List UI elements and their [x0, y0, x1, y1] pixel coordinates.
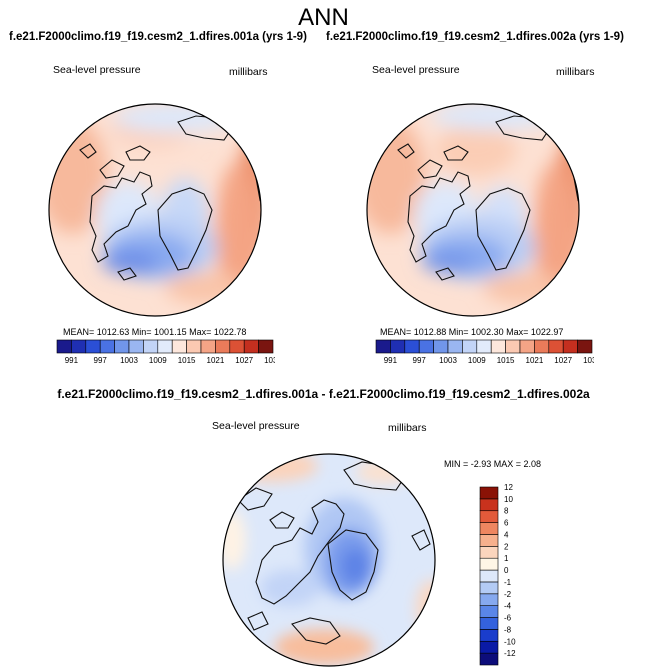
colorbar-left-tick-label: 1027	[235, 356, 253, 365]
colorbar-left-tick-label: 1003	[120, 356, 138, 365]
colorbar-right-tick-label: 1009	[468, 356, 486, 365]
colorbar-difference-tick-label: 4	[504, 530, 509, 539]
colorbar-left-swatch	[128, 339, 144, 354]
colorbar-left-swatch	[143, 339, 159, 354]
colorbar-right-swatch	[462, 339, 478, 354]
colorbar-difference-swatch	[479, 498, 499, 512]
colorbar-right-swatch	[505, 339, 521, 354]
colorbar-left-swatch	[114, 339, 130, 354]
units-label-diff: millibars	[388, 422, 427, 434]
colorbar-right-swatch	[418, 339, 434, 354]
colorbar-difference-tick-label: -4	[504, 602, 512, 611]
variable-label-right: Sea-level pressure	[372, 64, 460, 76]
colorbar-right-swatch	[534, 339, 550, 354]
colorbar-difference-tick-label: -2	[504, 590, 512, 599]
colorbar-left-swatch	[85, 339, 101, 354]
colorbar-difference-tick-label: -6	[504, 614, 512, 623]
colorbar-right-swatch	[519, 339, 535, 354]
colorbar-right-swatch	[490, 339, 506, 354]
colorbar-difference-swatch	[479, 605, 499, 618]
colorbar-difference-tick-label: 10	[504, 495, 513, 504]
panel-title-right: f.e21.F2000climo.f19_f19.cesm2_1.dfires.…	[326, 31, 624, 43]
figure-title: ANN	[298, 4, 349, 31]
colorbar-difference-tick-label: 0	[504, 566, 509, 575]
colorbar-left-tick-label: 1021	[207, 356, 225, 365]
colorbar-left-swatch	[215, 339, 231, 354]
colorbar-right-swatch	[548, 339, 564, 354]
colorbar-right-tick-label: 1027	[554, 356, 572, 365]
colorbar-difference-tick-label: 1	[504, 554, 509, 563]
colorbar-difference-swatch	[479, 557, 499, 571]
colorbar-difference-swatch	[479, 629, 499, 642]
colorbar-left-swatch	[200, 339, 216, 354]
variable-label-left: Sea-level pressure	[53, 64, 141, 76]
colorbar-right-swatch	[375, 339, 391, 354]
colorbar-difference-tick-label: -12	[504, 649, 516, 658]
colorbar-left-swatch	[157, 339, 173, 354]
colorbar-left-tick-label: 991	[65, 356, 79, 365]
colorbar-right-swatch	[433, 339, 449, 354]
colorbar-left-swatch	[171, 339, 187, 354]
units-label-left: millibars	[229, 66, 268, 78]
colorbar-left-swatch	[99, 339, 115, 354]
colorbar-left-swatch	[56, 339, 72, 354]
colorbar-right-tick-label: 1021	[526, 356, 544, 365]
colorbar-right-swatch	[476, 339, 492, 354]
colorbar-difference-swatch	[479, 640, 499, 654]
colorbar-difference-tick-label: 8	[504, 507, 509, 516]
colorbar-difference-tick-label: -8	[504, 625, 512, 634]
colorbar-difference-tick-label: -10	[504, 637, 516, 646]
units-label-right: millibars	[556, 66, 595, 78]
colorbar-left-swatch	[243, 339, 259, 354]
colorbar-difference-swatch	[479, 486, 499, 500]
colorbar-left-swatch	[71, 339, 87, 354]
colorbar-right-swatch	[577, 339, 593, 354]
colorbar-right-tick-label: 1033	[583, 356, 594, 365]
colorbar-difference-swatch	[479, 581, 499, 595]
stats-right: MEAN= 1012.88 Min= 1002.30 Max= 1022.97	[380, 327, 564, 337]
colorbar-difference-swatch	[479, 546, 499, 559]
colorbar-difference-swatch	[479, 569, 499, 583]
panel-title-left: f.e21.F2000climo.f19_f19.cesm2_1.dfires.…	[9, 31, 307, 43]
colorbar-difference-swatch	[479, 510, 499, 523]
colorbar-difference-tick-label: 6	[504, 519, 509, 528]
colorbar-left-swatch	[186, 339, 202, 354]
colorbar-left-tick-label: 1009	[149, 356, 167, 365]
colorbar-left-swatch	[258, 339, 274, 354]
colorbar-right: 991 997 1003 1009 1015 1021 1027 1033	[375, 339, 594, 365]
stats-diff: MIN = -2.93 MAX = 2.08	[444, 459, 542, 469]
colorbar-difference-swatch	[479, 534, 499, 547]
colorbar-right-swatch	[562, 339, 578, 354]
colorbar-right-tick-label: 997	[413, 356, 427, 365]
stats-left: MEAN= 1012.63 Min= 1001.15 Max= 1022.78	[63, 327, 247, 337]
colorbar-right-tick-label: 1015	[497, 356, 515, 365]
colorbar-left: 991 997 1003 1009 1015 1021 1027 1033	[56, 339, 275, 365]
colorbar-left-tick-label: 1015	[178, 356, 196, 365]
colorbar-difference-swatch	[479, 522, 499, 535]
colorbar-difference-swatch	[479, 593, 499, 606]
colorbar-difference-tick-label: 12	[504, 484, 513, 492]
colorbar-left-tick-label: 997	[94, 356, 108, 365]
colorbar-right-swatch	[404, 339, 420, 354]
colorbar-right-swatch	[447, 339, 463, 354]
colorbar-right-tick-label: 1003	[439, 356, 457, 365]
colorbar-left-tick-label: 1033	[264, 356, 275, 365]
variable-label-diff: Sea-level pressure	[212, 420, 300, 432]
colorbar-right-tick-label: 991	[384, 356, 398, 365]
difference-title: f.e21.F2000climo.f19_f19.cesm2_1.dfires.…	[57, 387, 590, 401]
colorbar-difference-swatch	[479, 652, 499, 666]
colorbar-difference-tick-label: -1	[504, 578, 512, 587]
colorbar-difference-swatch	[479, 617, 499, 630]
colorbar-right-swatch	[390, 339, 406, 354]
colorbar-difference-tick-label: 2	[504, 542, 509, 551]
colorbar-left-swatch	[229, 339, 245, 354]
